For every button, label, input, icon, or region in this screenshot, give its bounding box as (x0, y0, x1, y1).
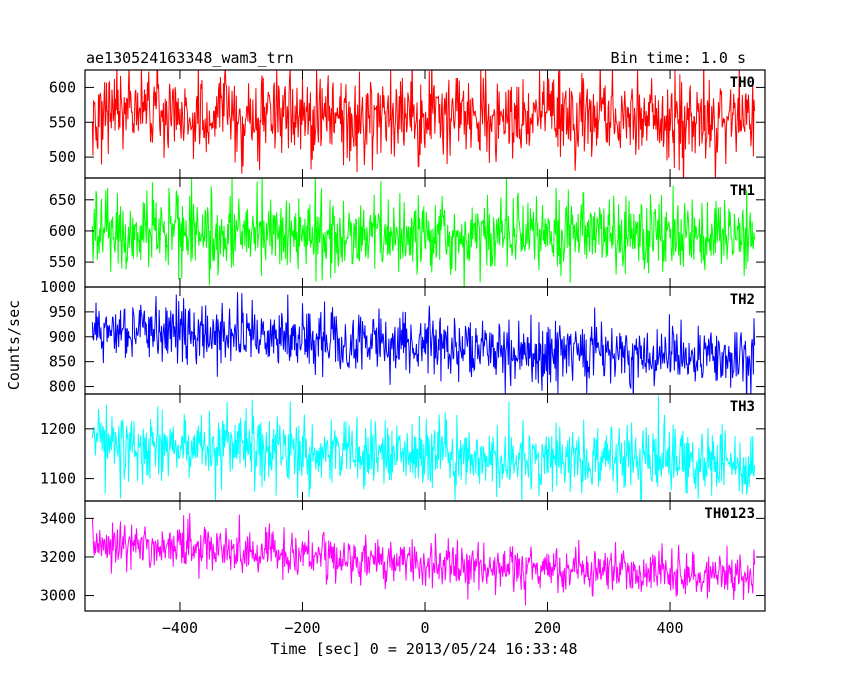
panel-label-th0: TH0 (730, 75, 755, 91)
y-tick-label: 650 (49, 191, 76, 209)
x-tick-label: −200 (284, 619, 320, 637)
y-tick-label: 3200 (40, 548, 76, 566)
series-line-th0 (91, 70, 756, 178)
x-axis-label: Time [sec] 0 = 2013/05/24 16:33:48 (270, 640, 577, 658)
series-line-th2 (91, 292, 756, 394)
y-tick-label: 550 (49, 113, 76, 131)
x-tick-label: 400 (656, 619, 683, 637)
y-tick-label: 1000 (40, 278, 76, 296)
series-line-th3 (91, 395, 756, 501)
y-tick-label: 850 (49, 353, 76, 371)
panel-frame-th0123 (84, 500, 766, 612)
y-axis-label: Counts/sec (5, 300, 23, 390)
y-tick-label: 600 (49, 222, 76, 240)
y-tick-label: 1200 (40, 420, 76, 438)
y-tick-label: 600 (49, 78, 76, 96)
panels-group: 500 550 600 TH0 550 600 650 TH1 800 850 900 950 1000… (40, 69, 766, 637)
x-tick-label: 0 (420, 619, 429, 637)
series-line-th1 (91, 178, 756, 287)
panel-label-th1: TH1 (730, 183, 755, 199)
y-tick-label: 500 (49, 148, 76, 166)
y-tick-label: 800 (49, 378, 76, 396)
x-tick-label: 200 (534, 619, 561, 637)
y-tick-label: 950 (49, 303, 76, 321)
bin-time-label: Bin time: 1.0 s (611, 49, 746, 67)
panel-label-th0123: TH0123 (704, 506, 755, 522)
y-tick-label: 900 (49, 328, 76, 346)
series-line-th0123 (91, 513, 756, 606)
y-tick-label: 3000 (40, 587, 76, 605)
y-tick-label: 1100 (40, 470, 76, 488)
y-tick-label: 3400 (40, 509, 76, 527)
chart-title: ae130524163348_wam3_trn (86, 49, 294, 67)
panel-label-th3: TH3 (730, 399, 755, 415)
x-tick-label: −400 (162, 619, 198, 637)
y-tick-label: 550 (49, 253, 76, 271)
panel-label-th2: TH2 (730, 292, 755, 308)
